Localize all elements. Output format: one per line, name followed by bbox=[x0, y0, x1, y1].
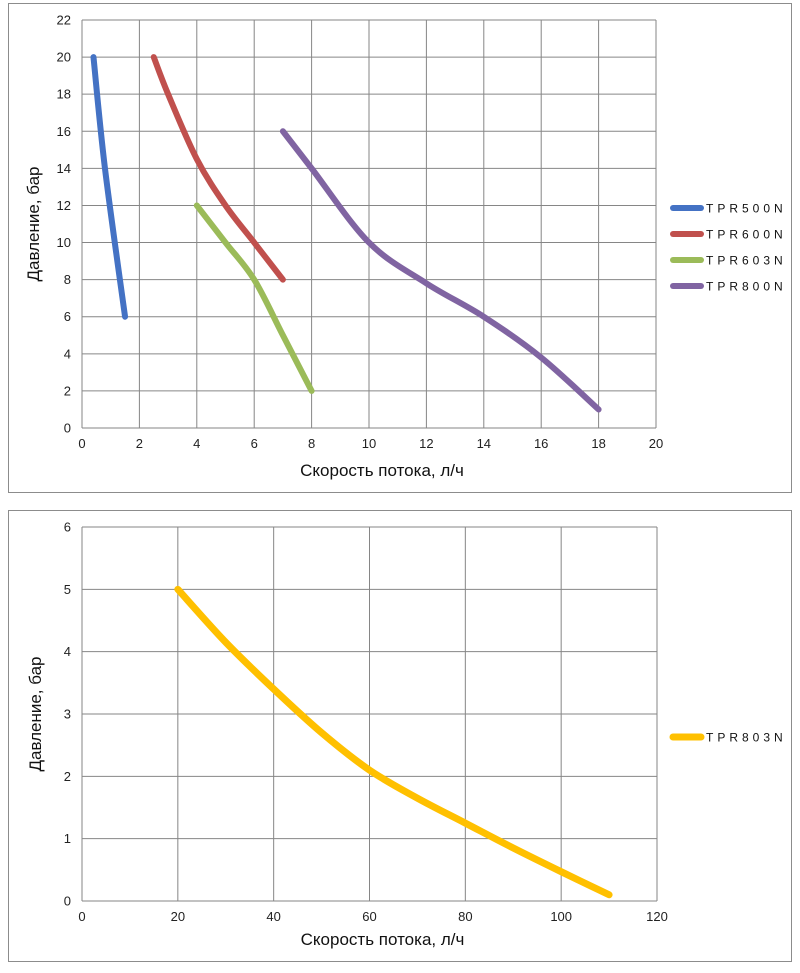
x-tick-label: 10 bbox=[362, 436, 376, 451]
y-tick-label: 3 bbox=[64, 707, 71, 722]
chart-panel-1: 0 2 4 6 8 10 12 14 16 18 20 0 2 4 6 8 10 12 14 16 18 20 22 Скор… bbox=[8, 3, 792, 493]
series-line-tpr803n bbox=[174, 585, 613, 899]
x-tick-label: 16 bbox=[534, 436, 548, 451]
x-tick-label: 14 bbox=[477, 436, 491, 451]
x-tick-label: 2 bbox=[136, 436, 143, 451]
series-line-tpr800n bbox=[279, 128, 602, 413]
chart-1: 0 2 4 6 8 10 12 14 16 18 20 0 2 4 6 8 10 12 14 16 18 20 22 Скор… bbox=[24, 13, 787, 481]
y-tick-label: 6 bbox=[64, 520, 71, 535]
y-tick-label: 22 bbox=[57, 13, 71, 28]
y-axis-title: Давление, бар bbox=[26, 656, 45, 771]
chart-2: 0 20 40 60 80 100 120 0 1 2 3 4 5 6 Скорость потока, л… bbox=[26, 520, 787, 950]
x-tick-label: 20 bbox=[649, 436, 663, 451]
legend-label-tpr800n: TPR800N bbox=[706, 280, 787, 294]
series-line-tpr603n bbox=[193, 202, 315, 394]
x-tick-label: 120 bbox=[646, 909, 668, 924]
chart-panel-2: 0 20 40 60 80 100 120 0 1 2 3 4 5 6 Скорость потока, л… bbox=[8, 510, 792, 962]
y-tick-label: 6 bbox=[64, 309, 71, 324]
series-line-tpr600n bbox=[150, 54, 286, 283]
y-tick-label: 4 bbox=[64, 644, 71, 659]
x-tick-label: 100 bbox=[550, 909, 572, 924]
y-tick-label: 16 bbox=[57, 124, 71, 139]
x-tick-label: 8 bbox=[308, 436, 315, 451]
y-tick-label: 2 bbox=[64, 769, 71, 784]
y-tick-label: 0 bbox=[64, 894, 71, 909]
x-tick-label: 40 bbox=[266, 909, 280, 924]
series-line-tpr500n bbox=[90, 54, 129, 320]
y-tick-label: 14 bbox=[57, 161, 71, 176]
y-tick-label: 10 bbox=[57, 235, 71, 250]
legend-label-tpr603n: TPR603N bbox=[706, 254, 787, 268]
x-tick-label: 60 bbox=[362, 909, 376, 924]
legend-label-tpr803n: TPR803N bbox=[706, 731, 787, 745]
y-tick-label: 18 bbox=[57, 87, 71, 102]
x-tick-label: 18 bbox=[591, 436, 605, 451]
y-tick-label: 8 bbox=[64, 272, 71, 287]
x-axis-title: Скорость потока, л/ч bbox=[301, 930, 465, 949]
y-axis-title: Давление, бар bbox=[24, 166, 43, 281]
legend-label-tpr500n: TPR500N bbox=[706, 202, 787, 216]
y-tick-label: 5 bbox=[64, 582, 71, 597]
y-tick-label: 2 bbox=[64, 383, 71, 398]
x-tick-label: 20 bbox=[171, 909, 185, 924]
y-tick-label: 20 bbox=[57, 50, 71, 65]
legend-label-tpr600n: TPR600N bbox=[706, 228, 787, 242]
x-tick-label: 12 bbox=[419, 436, 433, 451]
x-tick-label: 0 bbox=[78, 436, 85, 451]
y-tick-label: 12 bbox=[57, 198, 71, 213]
x-tick-label: 80 bbox=[458, 909, 472, 924]
x-tick-label: 0 bbox=[78, 909, 85, 924]
y-tick-label: 1 bbox=[64, 831, 71, 846]
x-axis-title: Скорость потока, л/ч bbox=[300, 461, 464, 480]
x-tick-label: 6 bbox=[251, 436, 258, 451]
y-tick-label: 0 bbox=[64, 421, 71, 436]
x-tick-label: 4 bbox=[193, 436, 200, 451]
y-tick-label: 4 bbox=[64, 346, 71, 361]
